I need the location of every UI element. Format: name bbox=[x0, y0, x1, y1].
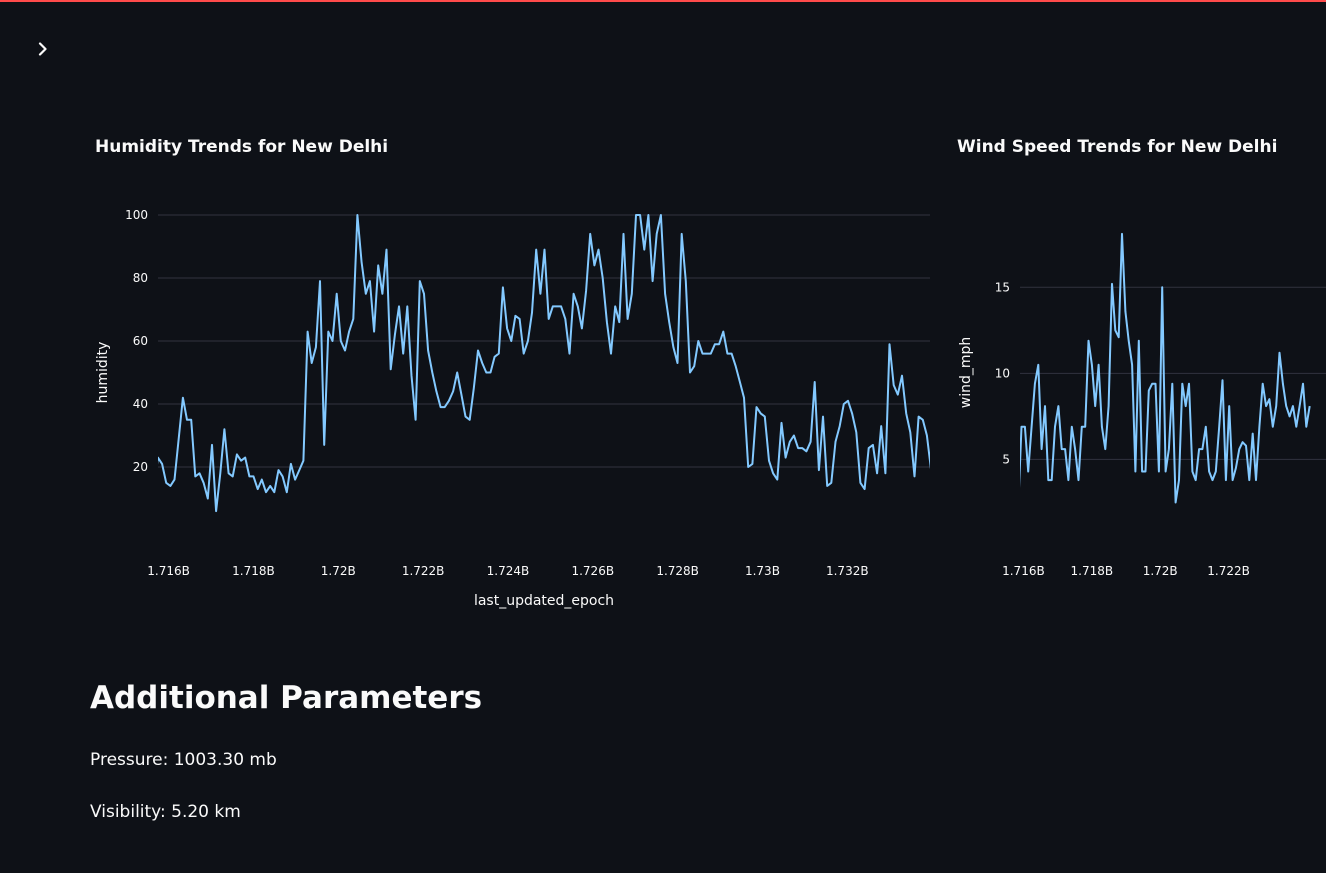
x-tick-label: 1.728B bbox=[656, 564, 699, 578]
y-tick-label: 20 bbox=[133, 460, 148, 474]
x-tick-label: 1.72B bbox=[1143, 564, 1178, 578]
wind-chart-title: Wind Speed Trends for New Delhi bbox=[957, 137, 1278, 157]
y-tick-label: 60 bbox=[133, 334, 148, 348]
y-axis-title: wind_mph bbox=[958, 337, 974, 409]
x-tick-label: 1.722B bbox=[402, 564, 445, 578]
x-tick-label: 1.726B bbox=[571, 564, 614, 578]
x-tick-label: 1.716B bbox=[147, 564, 190, 578]
y-tick-label: 80 bbox=[133, 271, 148, 285]
y-tick-label: 15 bbox=[995, 280, 1010, 294]
humidity-chart-title: Humidity Trends for New Delhi bbox=[95, 137, 389, 157]
humidity-chart[interactable]: 20 40 60 80 100 1.716B 1.718B 1.72B 1.722B 1.724B… bbox=[90, 195, 940, 625]
pressure-text: Pressure: 1003.30 mb bbox=[90, 750, 277, 770]
x-tick-label: 1.72B bbox=[321, 564, 356, 578]
x-tick-label: 1.73B bbox=[745, 564, 780, 578]
y-tick-label: 100 bbox=[125, 208, 148, 222]
y-axis-title: humidity bbox=[95, 342, 111, 404]
visibility-text: Visibility: 5.20 km bbox=[90, 802, 241, 822]
chevron-right-icon bbox=[38, 42, 47, 56]
x-tick-label: 1.724B bbox=[487, 564, 530, 578]
y-tick-label: 10 bbox=[995, 366, 1010, 380]
x-axis-title: last_updated_epoch bbox=[474, 593, 614, 609]
x-tick-label: 1.718B bbox=[232, 564, 275, 578]
series-line bbox=[1020, 232, 1311, 504]
x-tick-label: 1.722B bbox=[1207, 564, 1250, 578]
series-line bbox=[158, 214, 930, 513]
y-tick-label: 40 bbox=[133, 397, 148, 411]
sidebar-expand-button[interactable] bbox=[30, 36, 56, 62]
x-tick-label: 1.718B bbox=[1071, 564, 1114, 578]
wind-chart[interactable]: 5 10 15 1.716B 1.718B 1.72B 1.722B wind_mph bbox=[950, 195, 1326, 625]
x-tick-label: 1.716B bbox=[1002, 564, 1045, 578]
y-tick-label: 5 bbox=[1002, 452, 1010, 466]
top-accent-bar bbox=[0, 0, 1326, 2]
additional-parameters-heading: Additional Parameters bbox=[90, 680, 483, 716]
x-tick-label: 1.732B bbox=[826, 564, 869, 578]
